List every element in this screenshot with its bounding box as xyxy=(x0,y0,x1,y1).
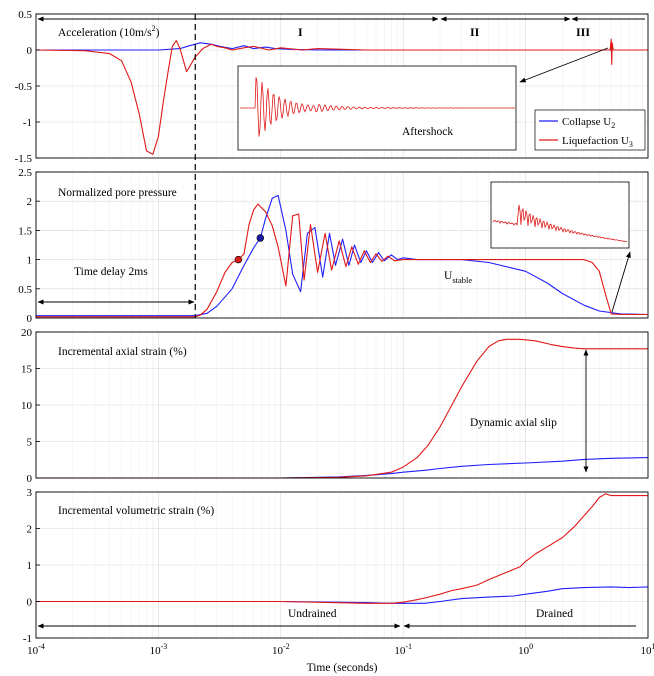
pore-pressure-inset-signal xyxy=(492,204,628,243)
x-tick-label: 10-1 xyxy=(394,642,412,657)
volumetric-strain-frame xyxy=(35,491,649,639)
y-tick-label: 3 xyxy=(27,487,33,499)
volumetric-strain-y-ticks: -1 0 1 2 3 xyxy=(23,487,40,645)
series-line-liquefaction-u3 xyxy=(36,338,648,479)
y-tick-label: 1 xyxy=(27,560,33,572)
y-tick-label: 1.5 xyxy=(18,225,32,237)
series-line-collapse-u2 xyxy=(36,457,649,479)
y-tick-label: 0.5 xyxy=(18,9,32,21)
y-tick-label: 0 xyxy=(27,473,33,485)
y-tick-label: -1 xyxy=(23,633,32,645)
stage-iii-label: III xyxy=(576,25,590,39)
y-tick-label: -0.5 xyxy=(15,81,33,93)
pore-pressure-inset-arrow xyxy=(611,251,631,313)
series-line-collapse-u2 xyxy=(36,586,649,604)
pore-pressure-marker xyxy=(256,234,264,242)
y-tick-label: 0 xyxy=(27,597,33,609)
u-stable-label: Ustable xyxy=(444,270,472,285)
y-tick-label: 0 xyxy=(27,45,33,57)
y-tick-label: 10 xyxy=(21,400,33,412)
axial-strain-ylabel: Incremental axial strain (%) xyxy=(58,346,187,358)
legend-collapse-label: Collapse U2 xyxy=(562,116,615,130)
axial-strain-frame xyxy=(35,331,649,479)
acceleration-ylabel: Acceleration (10m/s2) xyxy=(58,24,160,39)
aftershock-inset: Aftershock xyxy=(237,65,517,151)
axial-strain-series xyxy=(36,338,649,479)
dynamic-axial-slip-label: Dynamic axial slip xyxy=(470,417,557,429)
acceleration-series xyxy=(35,38,648,155)
series-line-liquefaction-u3 xyxy=(35,38,648,155)
aftershock-pointer-arrow xyxy=(519,47,609,83)
acceleration-frame xyxy=(35,13,649,159)
y-tick-label: 2 xyxy=(27,196,33,208)
y-tick-label: 0 xyxy=(27,313,33,325)
y-tick-label: -1.5 xyxy=(15,153,33,165)
axial-strain-y-ticks: 0 5 10 15 20 xyxy=(21,327,40,485)
x-tick-label: 10-4 xyxy=(27,642,45,657)
y-tick-label: 20 xyxy=(21,327,33,339)
y-tick-label: 5 xyxy=(27,437,33,449)
series-line-liquefaction-u3 xyxy=(36,493,648,604)
pore-pressure-panel: 0 0.5 1 1.5 2 2.5 Normalized pore pressure Ti… xyxy=(18,167,649,325)
acceleration-panel: -1.5 -1 -0.5 0 0.5 Acceleration (10m/s2) I I… xyxy=(15,9,649,165)
stage-ii-label: II xyxy=(470,25,480,39)
y-tick-label: 2.5 xyxy=(18,167,32,179)
axial-strain-panel: 0 5 10 15 20 Incremental axial strain (%) Dy… xyxy=(21,327,649,485)
volumetric-strain-ylabel: Incremental volumetric strain (%) xyxy=(58,505,214,517)
pore-pressure-ylabel: Normalized pore pressure xyxy=(58,187,177,199)
pore-pressure-series xyxy=(36,194,649,318)
stage-i-label: I xyxy=(298,25,303,39)
series-line-collapse-u2 xyxy=(36,194,649,317)
pore-pressure-inset xyxy=(490,181,630,249)
volumetric-strain-panel: -1 0 1 2 3 Incremental volumetric strain (%)… xyxy=(23,487,654,674)
pore-pressure-marker xyxy=(234,255,243,264)
x-tick-label: 101 xyxy=(641,642,654,657)
y-tick-label: 2 xyxy=(27,524,33,536)
x-tick-label: 10-2 xyxy=(272,642,290,657)
undrained-label: Undrained xyxy=(288,608,337,620)
x-tick-label: 10-3 xyxy=(150,642,168,657)
legend-liquefaction-label: Liquefaction U3 xyxy=(562,135,633,149)
y-tick-label: 0.5 xyxy=(18,284,32,296)
x-tick-label: 100 xyxy=(518,642,533,657)
y-tick-label: 15 xyxy=(21,364,33,376)
time-delay-label: Time delay 2ms xyxy=(74,266,148,278)
y-tick-label: 1 xyxy=(27,255,33,267)
pore-pressure-frame xyxy=(35,171,649,319)
drained-label: Drained xyxy=(536,608,573,620)
aftershock-label: Aftershock xyxy=(402,126,453,138)
volumetric-strain-series xyxy=(36,493,649,604)
aftershock-inset-signal xyxy=(240,77,515,137)
y-tick-label: -1 xyxy=(23,117,32,129)
time-x-ticks: 10-4 10-3 10-2 10-1 100 101 xyxy=(27,642,654,657)
pore-pressure-y-ticks: 0 0.5 1 1.5 2 2.5 xyxy=(18,167,40,325)
time-xlabel: Time (seconds) xyxy=(307,662,378,674)
legend: Collapse U2 Liquefaction U3 xyxy=(534,109,646,151)
